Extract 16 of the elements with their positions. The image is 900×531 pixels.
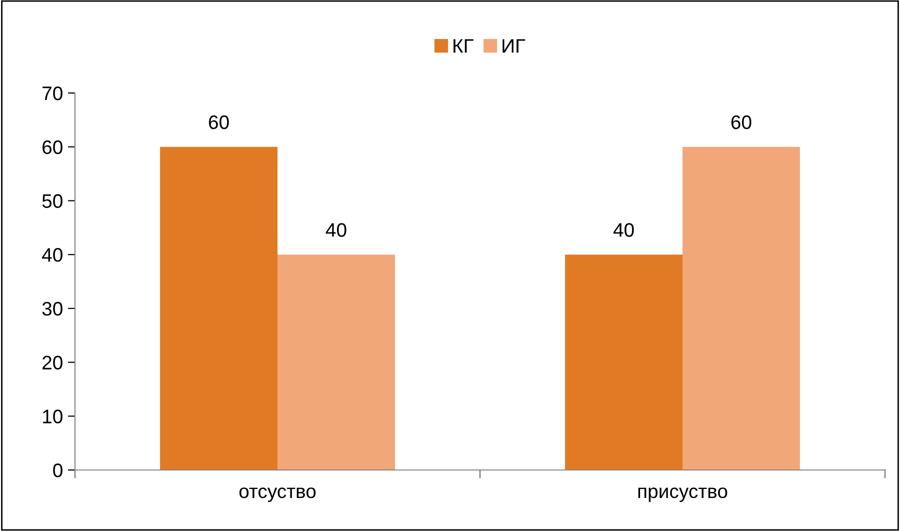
y-tick-label: 10 xyxy=(43,410,62,424)
data-label: 60 xyxy=(731,115,752,130)
data-label: 60 xyxy=(208,115,229,130)
y-tick-label: 0 xyxy=(53,463,62,478)
y-tick-label: 40 xyxy=(42,248,62,262)
y-tick-label: 20 xyxy=(42,356,62,370)
legend-label: КГ xyxy=(454,39,474,53)
x-tick-label: отсуство xyxy=(239,488,316,502)
legend-label: ИГ xyxy=(502,39,526,53)
y-tick-label: 70 xyxy=(42,86,62,100)
x-tick-label: присуство xyxy=(638,488,728,502)
data-label: 40 xyxy=(326,223,346,237)
data-label: 40 xyxy=(613,223,634,237)
y-tick-label: 30 xyxy=(42,302,62,316)
y-tick-label: 50 xyxy=(42,194,62,208)
y-tick-label: 60 xyxy=(42,140,62,154)
